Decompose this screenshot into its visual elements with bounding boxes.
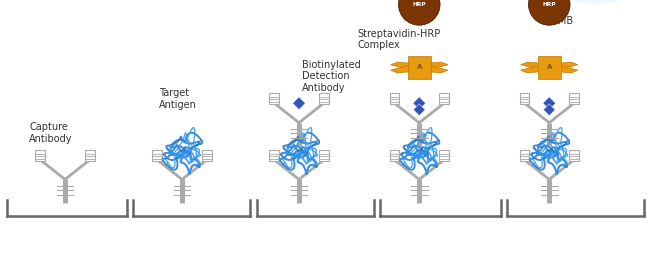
FancyBboxPatch shape xyxy=(152,150,162,161)
Polygon shape xyxy=(521,62,552,69)
FancyBboxPatch shape xyxy=(390,93,399,104)
Text: A: A xyxy=(547,64,552,70)
FancyBboxPatch shape xyxy=(408,56,431,79)
FancyBboxPatch shape xyxy=(270,150,280,161)
FancyBboxPatch shape xyxy=(36,150,46,161)
Text: Biotinylated
Detection
Antibody: Biotinylated Detection Antibody xyxy=(302,60,361,93)
Text: Capture
Antibody: Capture Antibody xyxy=(29,122,73,144)
FancyBboxPatch shape xyxy=(318,150,328,161)
Polygon shape xyxy=(416,66,448,73)
Polygon shape xyxy=(546,62,578,69)
FancyBboxPatch shape xyxy=(318,93,328,104)
Text: TMB: TMB xyxy=(552,16,573,25)
FancyBboxPatch shape xyxy=(439,150,449,161)
FancyBboxPatch shape xyxy=(519,93,529,104)
Polygon shape xyxy=(413,97,426,110)
Polygon shape xyxy=(543,104,555,115)
Polygon shape xyxy=(391,62,422,69)
Polygon shape xyxy=(546,66,578,73)
Ellipse shape xyxy=(528,0,570,25)
Polygon shape xyxy=(543,97,556,110)
Text: Target
Antigen: Target Antigen xyxy=(159,88,197,110)
FancyBboxPatch shape xyxy=(270,93,280,104)
Polygon shape xyxy=(391,66,422,73)
FancyBboxPatch shape xyxy=(84,150,95,161)
Text: A: A xyxy=(417,64,422,70)
Text: Streptavidin-HRP
Complex: Streptavidin-HRP Complex xyxy=(358,29,441,50)
Text: HRP: HRP xyxy=(543,2,556,7)
Polygon shape xyxy=(416,62,448,69)
Ellipse shape xyxy=(527,0,650,4)
Polygon shape xyxy=(521,66,552,73)
FancyBboxPatch shape xyxy=(390,150,399,161)
FancyBboxPatch shape xyxy=(569,93,579,104)
FancyBboxPatch shape xyxy=(519,150,529,161)
Polygon shape xyxy=(292,97,306,110)
Polygon shape xyxy=(413,104,425,115)
Text: HRP: HRP xyxy=(413,2,426,7)
FancyBboxPatch shape xyxy=(202,150,212,161)
FancyBboxPatch shape xyxy=(538,56,561,79)
FancyBboxPatch shape xyxy=(439,93,449,104)
Ellipse shape xyxy=(398,0,440,25)
FancyBboxPatch shape xyxy=(569,150,579,161)
